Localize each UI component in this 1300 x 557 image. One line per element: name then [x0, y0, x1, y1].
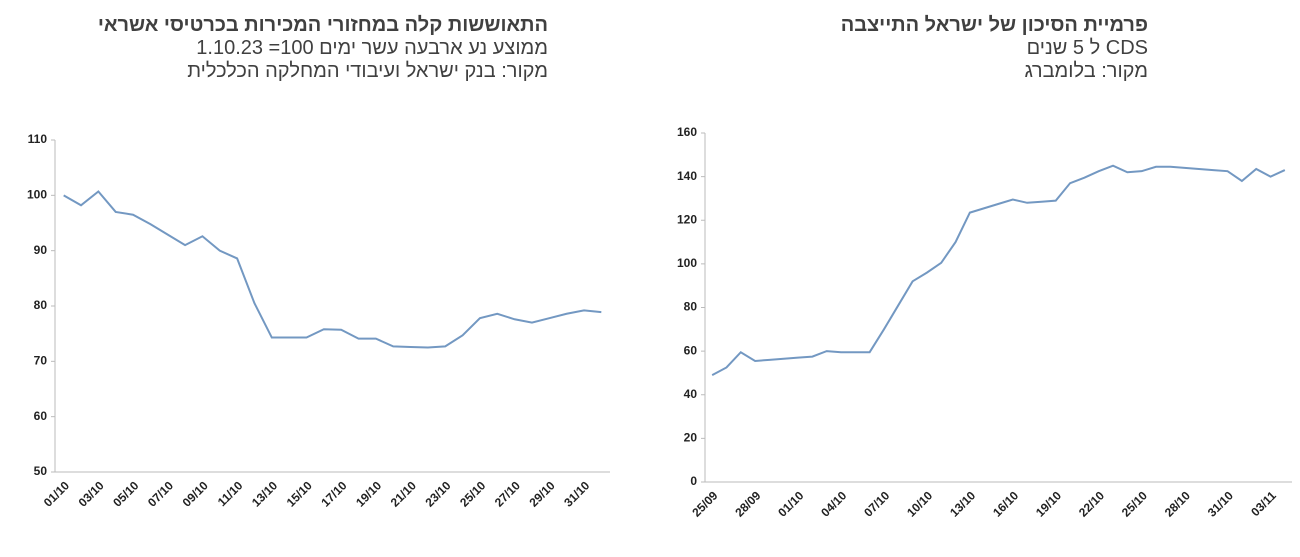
y-tick-label: 160 [677, 125, 697, 139]
right-header: פרמיית הסיכון של ישראל התייצבה CDS ל 5 ש… [700, 14, 1148, 83]
x-tick-label: 03/11 [1248, 488, 1279, 519]
y-tick-label: 140 [677, 169, 697, 183]
x-tick-label: 25/10 [457, 478, 488, 509]
x-tick-label: 17/10 [318, 478, 349, 509]
x-tick-label: 25/09 [689, 488, 720, 519]
x-tick-label: 05/10 [110, 478, 141, 509]
x-tick-label: 13/10 [947, 488, 978, 519]
x-tick-label: 25/10 [1119, 488, 1150, 519]
y-tick-label: 90 [34, 243, 48, 257]
x-tick-label: 22/10 [1076, 488, 1107, 519]
y-tick-label: 100 [27, 188, 47, 202]
x-tick-label: 27/10 [492, 478, 523, 509]
y-tick-label: 40 [684, 387, 698, 401]
x-tick-label: 10/10 [904, 488, 935, 519]
y-tick-label: 20 [684, 431, 698, 445]
y-tick-label: 120 [677, 212, 697, 226]
y-tick-label: 110 [28, 132, 48, 146]
chart-title: פרמיית הסיכון של ישראל התייצבה [840, 14, 1148, 36]
left-header: התאוששות קלה במחזורי המכירות בכרטיסי אשר… [40, 14, 548, 83]
x-tick-label: 07/10 [861, 488, 892, 519]
x-tick-label: 19/10 [1033, 488, 1064, 519]
y-tick-label: 70 [34, 354, 48, 368]
series-line [63, 190, 602, 349]
x-tick-label: 31/10 [1205, 488, 1236, 519]
chart-source: מקור: בלומברג [1024, 60, 1148, 82]
chart-source: מקור: בנק ישראל ועיבודי המחלקה הכלכלית [187, 60, 548, 82]
x-tick-label: 11/10 [215, 478, 246, 509]
y-tick-label: 60 [684, 343, 698, 357]
x-tick-label: 01/10 [41, 478, 72, 509]
x-tick-label: 23/10 [422, 478, 453, 509]
chart-subtitle: ממוצע נע ארבעה עשר ימים 100= 1.10.23 [196, 37, 548, 59]
x-tick-label: 28/10 [1162, 488, 1193, 519]
series-line [711, 164, 1286, 377]
x-tick-label: 07/10 [145, 478, 176, 509]
x-tick-label: 01/10 [775, 488, 806, 519]
x-tick-label: 16/10 [990, 488, 1021, 519]
y-tick-label: 0 [690, 474, 697, 488]
chart-title: התאוששות קלה במחזורי המכירות בכרטיסי אשר… [97, 14, 548, 36]
x-tick-label: 15/10 [284, 478, 315, 509]
x-tick-label: 28/09 [732, 488, 763, 519]
x-tick-label: 31/10 [561, 478, 592, 509]
chart-subtitle: CDS ל 5 שנים [1026, 37, 1148, 59]
y-tick-label: 80 [34, 298, 48, 312]
x-tick-label: 09/10 [180, 478, 211, 509]
x-tick-label: 21/10 [388, 478, 419, 509]
y-tick-label: 50 [34, 464, 48, 478]
y-tick-label: 100 [677, 256, 697, 270]
x-tick-label: 04/10 [818, 488, 849, 519]
x-tick-label: 13/10 [249, 478, 280, 509]
y-tick-label: 60 [34, 409, 48, 423]
x-tick-label: 19/10 [353, 478, 384, 509]
y-tick-label: 80 [684, 300, 698, 314]
x-tick-label: 29/10 [527, 478, 558, 509]
x-tick-label: 03/10 [76, 478, 107, 509]
